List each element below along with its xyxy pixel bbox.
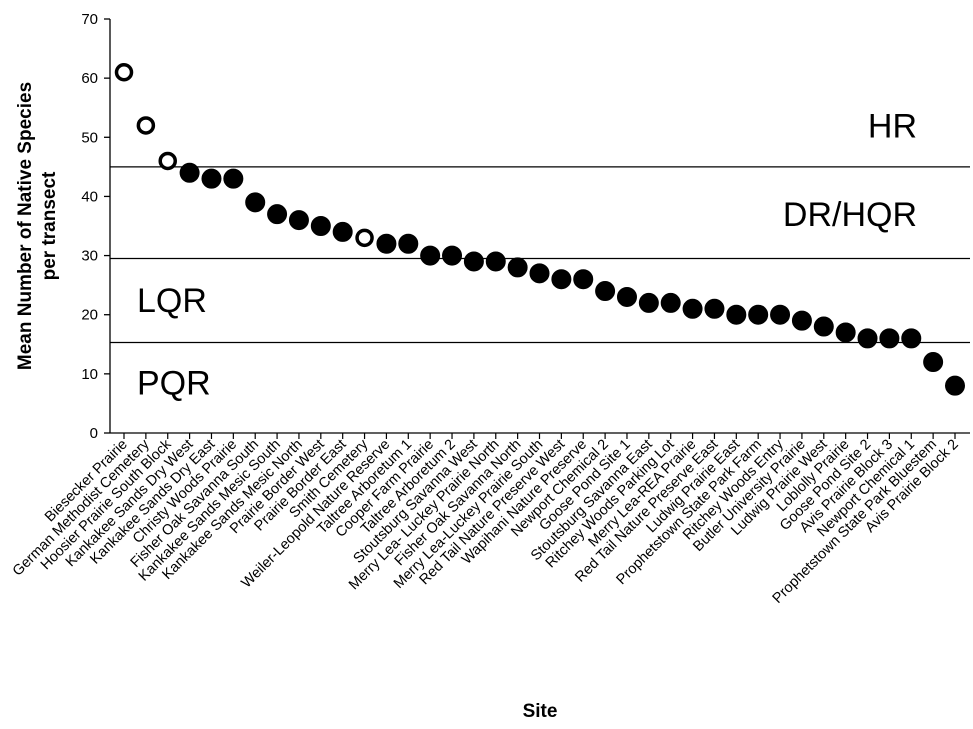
data-point [376,233,397,254]
data-point [857,328,878,349]
data-point [267,204,288,225]
data-point [704,298,725,319]
data-point [660,292,681,313]
y-tick-label: 10 [81,366,98,383]
data-point [813,316,834,337]
y-tick-labels: 0 10 20 30 40 50 60 70 [81,11,98,442]
data-point [158,151,177,171]
data-point [682,298,703,319]
data-point [551,269,572,290]
data-point [245,192,266,213]
y-tick-label: 30 [81,248,98,265]
data-points [114,62,965,396]
data-point [791,310,812,331]
data-point [923,352,944,373]
data-point [201,168,222,189]
data-point [288,210,309,231]
data-point [901,328,922,349]
data-point [573,269,594,290]
threshold-lines [110,166,970,344]
x-axis-title: Site [523,701,558,722]
data-point [463,251,484,272]
data-point [529,263,550,284]
data-point [332,221,353,242]
y-axis-title: Mean Number of Native Species per transec… [15,82,60,370]
zone-label: DR/HQR [783,196,917,234]
data-point [310,216,331,236]
data-point [638,292,659,313]
axes [104,18,970,439]
data-point [879,328,900,349]
y-tick-label: 50 [81,129,98,146]
zone-labels: HR DR/HQR LQR PQR [137,107,917,402]
data-point [616,286,637,307]
y-tick-label: 60 [81,70,98,87]
y-tick-label: 0 [90,425,98,442]
y-tick-label: 40 [81,188,98,205]
data-point [945,375,965,396]
zone-label: HR [868,107,917,145]
data-point [835,322,856,343]
data-point [223,168,244,189]
data-point [114,62,134,82]
y-axis-title-line: Mean Number of Native Species [15,82,36,370]
y-tick-label: 70 [81,11,98,28]
data-point [398,233,419,254]
data-point [442,245,463,266]
data-point [748,304,769,325]
data-point [420,245,441,266]
y-axis-title-line: per transect [39,171,60,280]
zone-label: LQR [137,282,207,320]
data-point [355,228,374,248]
data-point [179,162,200,183]
data-point [726,304,747,325]
data-point [595,281,616,302]
data-point [485,251,506,272]
data-point [136,116,156,135]
data-point [770,304,791,325]
data-point [507,257,528,278]
y-tick-label: 20 [81,307,98,324]
zone-label: PQR [137,365,211,403]
